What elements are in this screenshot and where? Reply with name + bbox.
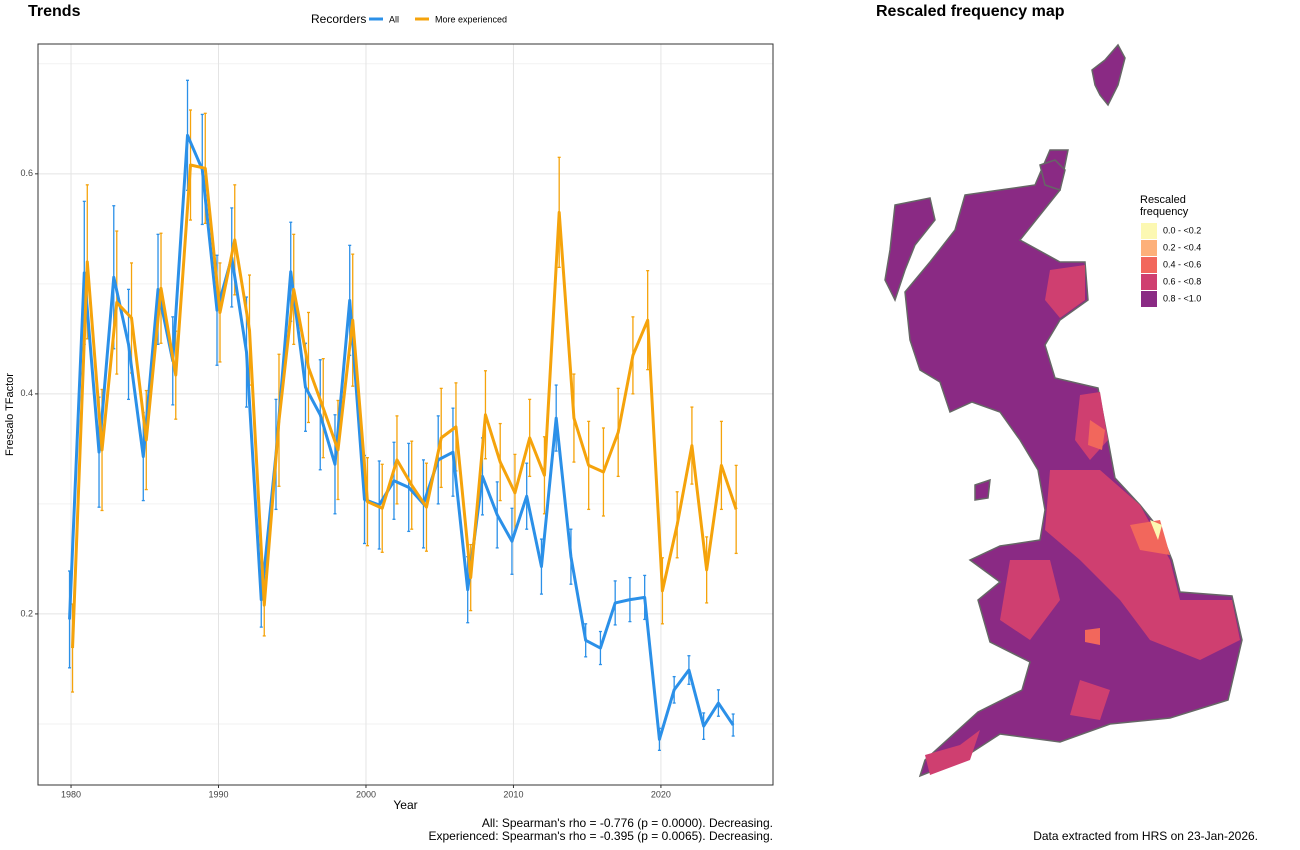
legend-swatch <box>1141 223 1157 239</box>
x-tick-label: 2000 <box>356 789 376 799</box>
x-tick-label: 2010 <box>503 789 523 799</box>
x-tick-label: 1990 <box>208 789 228 799</box>
line <box>71 163 738 649</box>
legend-label: 0.2 - <0.4 <box>1163 242 1201 252</box>
legend-label: 0.4 - <0.6 <box>1163 259 1201 269</box>
note: Experienced: Spearman's rho = -0.395 (p … <box>429 829 774 843</box>
x-axis-label: Year <box>393 798 417 812</box>
line <box>68 133 735 741</box>
y-tick-label: 0.2 <box>20 608 33 618</box>
caption: Data extracted from HRS on 23-Jan-2026. <box>1033 829 1258 843</box>
x-tick-label: 1980 <box>61 789 81 799</box>
legend-swatch <box>1141 274 1157 290</box>
patch <box>1045 265 1085 318</box>
legend-label: 0.8 - <1.0 <box>1163 293 1201 303</box>
patch <box>925 730 980 775</box>
map-shapes <box>884 43 1243 778</box>
patch <box>1070 680 1110 720</box>
patch <box>1000 560 1060 640</box>
island <box>1039 159 1066 191</box>
error-bar <box>734 464 738 555</box>
legend-label: 0.6 - <0.8 <box>1163 276 1201 286</box>
map-title: Rescaled frequency map <box>876 3 1065 20</box>
patch <box>1150 520 1162 540</box>
map <box>884 43 1243 778</box>
patch <box>1085 628 1100 645</box>
map-patches <box>1085 420 1170 645</box>
y-axis-label: Frescalo TFactor <box>4 373 16 456</box>
legend-label: All <box>389 14 399 24</box>
legend-swatch <box>1141 257 1157 273</box>
y-tick-label: 0.4 <box>20 388 33 398</box>
map-patches <box>925 265 1240 775</box>
patch <box>1088 420 1105 450</box>
legend-title: Recorders <box>311 12 366 26</box>
y-tick-label: 0.6 <box>20 168 33 178</box>
plot-frame <box>37 43 774 786</box>
island <box>974 478 991 501</box>
chart-title: Trends <box>28 3 81 20</box>
patch <box>1045 470 1240 660</box>
legend-label: More experienced <box>435 14 507 24</box>
legend-title: frequency <box>1140 206 1189 218</box>
legend-swatch <box>1141 240 1157 256</box>
legend-swatch <box>1141 291 1157 307</box>
note: All: Spearman's rho = -0.776 (p = 0.0000… <box>482 816 773 830</box>
island <box>1091 43 1126 107</box>
legend-title: Rescaled <box>1140 194 1186 206</box>
island <box>884 197 936 302</box>
x-tick-label: 2020 <box>651 789 671 799</box>
legend-label: 0.0 - <0.2 <box>1163 225 1201 235</box>
